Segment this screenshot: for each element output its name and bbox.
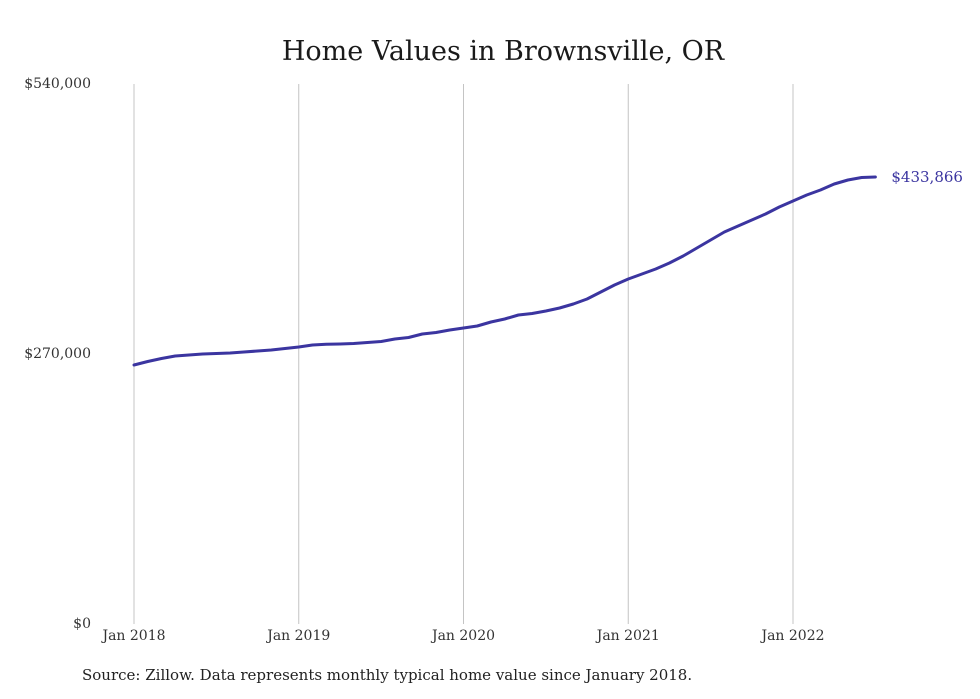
source-note: Source: Zillow. Data represents monthly … bbox=[82, 666, 693, 684]
y-tick-label: $540,000 bbox=[24, 76, 91, 92]
y-tick-label: $0 bbox=[73, 616, 91, 632]
x-tick-label: Jan 2020 bbox=[430, 628, 495, 644]
x-tick-label: Jan 2019 bbox=[265, 628, 330, 644]
series-line bbox=[132, 175, 877, 367]
vertical-gridlines bbox=[133, 84, 794, 624]
x-tick-label: Jan 2018 bbox=[100, 628, 165, 644]
x-axis-ticks: Jan 2018 Jan 2019 Jan 2020 Jan 2021 Jan 2022 bbox=[100, 628, 824, 644]
end-value-label: $433,866 bbox=[891, 168, 963, 186]
y-axis-ticks: $0 $270,000 $540,000 bbox=[24, 76, 91, 632]
series-layer: $433,866 bbox=[132, 168, 963, 367]
chart-title: Home Values in Brownsville, OR bbox=[282, 36, 725, 67]
y-tick-label: $270,000 bbox=[24, 346, 91, 362]
x-tick-label: Jan 2022 bbox=[759, 628, 824, 644]
x-tick-label: Jan 2021 bbox=[595, 628, 660, 644]
